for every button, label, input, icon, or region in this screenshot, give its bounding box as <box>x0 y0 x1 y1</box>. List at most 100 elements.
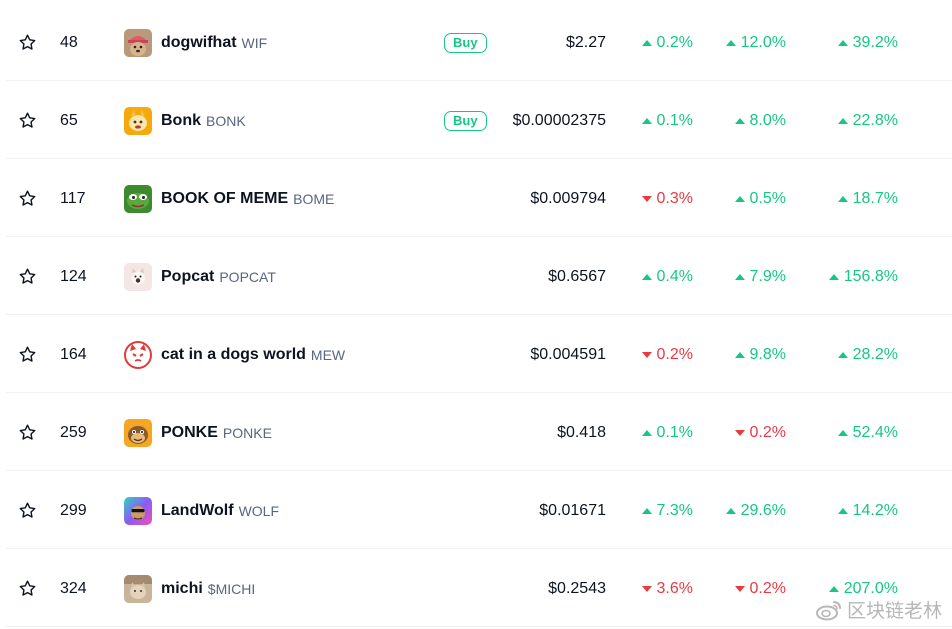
change-7d: 18.7% <box>837 160 898 237</box>
caret-up-icon <box>641 429 652 436</box>
star-outline-icon[interactable] <box>16 238 38 315</box>
change-24h: 12.0% <box>725 4 786 81</box>
star-outline-icon[interactable] <box>16 394 38 471</box>
caret-down-icon <box>641 585 652 592</box>
table-row[interactable]: 65 Bonk BONK Buy $0.00002375 0.1% 8.0% 2… <box>6 82 952 159</box>
rank: 324 <box>60 579 87 597</box>
change-7d-value: 14.2% <box>852 501 898 519</box>
price: $0.01671 <box>539 501 606 519</box>
coin-symbol: BOME <box>293 190 335 207</box>
landwolf-logo <box>124 496 152 525</box>
table-row[interactable]: 48 dogwifhat WIF Buy $2.27 0.2% 12.0% 39… <box>6 4 952 81</box>
change-24h: 9.8% <box>734 316 786 393</box>
change-24h: 7.9% <box>734 238 786 315</box>
coin-name[interactable]: Bonk <box>161 111 201 129</box>
caret-down-icon <box>641 195 652 202</box>
coin-cell[interactable]: BOOK OF MEME BOME <box>124 160 334 237</box>
coin-name[interactable]: cat in a dogs world <box>161 345 306 363</box>
caret-up-icon <box>725 39 736 46</box>
price: $0.2543 <box>548 579 606 597</box>
change-7d: 156.8% <box>828 238 898 315</box>
table-row[interactable]: 324 michi $MICHI $0.2543 3.6% 0.2% 207.0… <box>6 550 952 627</box>
caret-up-icon <box>828 585 839 592</box>
star-outline-icon[interactable] <box>16 4 38 81</box>
table-row[interactable]: 164 cat in a dogs world MEW $0.004591 0.… <box>6 316 952 393</box>
caret-up-icon <box>641 117 652 124</box>
dogwifhat-logo <box>124 28 152 57</box>
bonk-logo <box>124 106 152 135</box>
coin-cell[interactable]: Popcat POPCAT <box>124 238 276 315</box>
caret-up-icon <box>641 39 652 46</box>
table-row[interactable]: 299 LandWolf WOLF $0.01671 7.3% 29.6% 14… <box>6 472 952 549</box>
caret-up-icon <box>837 507 848 514</box>
ponke-logo <box>124 418 152 447</box>
coin-cell[interactable]: cat in a dogs world MEW <box>124 316 345 393</box>
change-7d-value: 156.8% <box>843 267 898 285</box>
star-outline-icon[interactable] <box>16 550 38 627</box>
coin-cell[interactable]: michi $MICHI <box>124 550 255 627</box>
price: $0.6567 <box>548 267 606 285</box>
rank: 299 <box>60 501 87 519</box>
weibo-icon <box>815 600 841 620</box>
rank: 124 <box>60 267 87 285</box>
coin-name[interactable]: Popcat <box>161 267 215 285</box>
change-7d-value: 207.0% <box>843 579 898 597</box>
change-7d: 52.4% <box>837 394 898 471</box>
change-1h: 0.4% <box>641 238 693 315</box>
coin-name[interactable]: PONKE <box>161 423 218 441</box>
change-24h-value: 0.5% <box>749 189 786 207</box>
coin-cell[interactable]: LandWolf WOLF <box>124 472 279 549</box>
buy-cell: Buy <box>444 82 487 159</box>
change-24h-value: 0.2% <box>749 579 786 597</box>
change-1h-value: 0.2% <box>656 33 693 51</box>
change-24h-value: 7.9% <box>749 267 786 285</box>
change-7d-value: 18.7% <box>852 189 898 207</box>
coin-symbol: PONKE <box>222 424 272 441</box>
change-7d: 22.8% <box>837 82 898 159</box>
coin-name[interactable]: BOOK OF MEME <box>161 189 289 207</box>
table-row[interactable]: 117 BOOK OF MEME BOME $0.009794 0.3% 0.5… <box>6 160 952 237</box>
change-1h: 3.6% <box>641 550 693 627</box>
coin-symbol: $MICHI <box>207 580 256 597</box>
watermark-text: 区块链老林 <box>846 601 942 622</box>
star-outline-icon[interactable] <box>16 160 38 237</box>
coin-cell[interactable]: Bonk BONK <box>124 82 246 159</box>
change-1h-value: 0.1% <box>656 423 693 441</box>
coin-name[interactable]: LandWolf <box>161 501 234 519</box>
change-7d: 207.0% <box>828 550 898 627</box>
coin-symbol: POPCAT <box>219 268 276 285</box>
change-1h-value: 0.3% <box>656 189 693 207</box>
price: $2.27 <box>565 33 606 51</box>
star-outline-icon[interactable] <box>16 472 38 549</box>
star-outline-icon[interactable] <box>16 316 38 393</box>
change-24h-value: 29.6% <box>740 501 786 519</box>
coin-name[interactable]: dogwifhat <box>161 33 237 51</box>
change-1h-value: 0.1% <box>656 111 693 129</box>
table-row[interactable]: 259 PONKE PONKE $0.418 0.1% 0.2% 52.4% <box>6 394 952 471</box>
caret-up-icon <box>734 117 745 124</box>
change-24h-value: 8.0% <box>749 111 786 129</box>
price: $0.004591 <box>530 345 606 363</box>
rank: 164 <box>60 345 87 363</box>
change-24h: 0.2% <box>734 550 786 627</box>
caret-down-icon <box>734 585 745 592</box>
caret-up-icon <box>725 507 736 514</box>
buy-cell: Buy <box>444 4 487 81</box>
coin-symbol: WOLF <box>238 502 280 519</box>
change-1h: 7.3% <box>641 472 693 549</box>
change-1h: 0.3% <box>641 160 693 237</box>
mew-logo <box>124 340 152 369</box>
buy-button[interactable]: Buy <box>444 110 487 131</box>
buy-button[interactable]: Buy <box>444 32 487 53</box>
table-row[interactable]: 124 Popcat POPCAT $0.6567 0.4% 7.9% 156.… <box>6 238 952 315</box>
caret-up-icon <box>734 195 745 202</box>
change-1h-value: 0.4% <box>656 267 693 285</box>
coin-cell[interactable]: PONKE PONKE <box>124 394 272 471</box>
popcat-logo <box>124 262 152 291</box>
coin-cell[interactable]: dogwifhat WIF <box>124 4 267 81</box>
coin-name[interactable]: michi <box>161 579 203 597</box>
caret-up-icon <box>734 273 745 280</box>
rank: 117 <box>60 189 86 207</box>
caret-up-icon <box>837 39 848 46</box>
star-outline-icon[interactable] <box>16 82 38 159</box>
